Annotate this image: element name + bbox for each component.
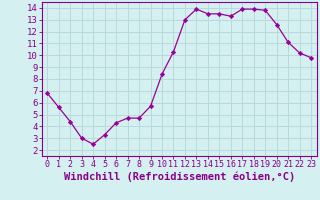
X-axis label: Windchill (Refroidissement éolien,°C): Windchill (Refroidissement éolien,°C) — [64, 172, 295, 182]
